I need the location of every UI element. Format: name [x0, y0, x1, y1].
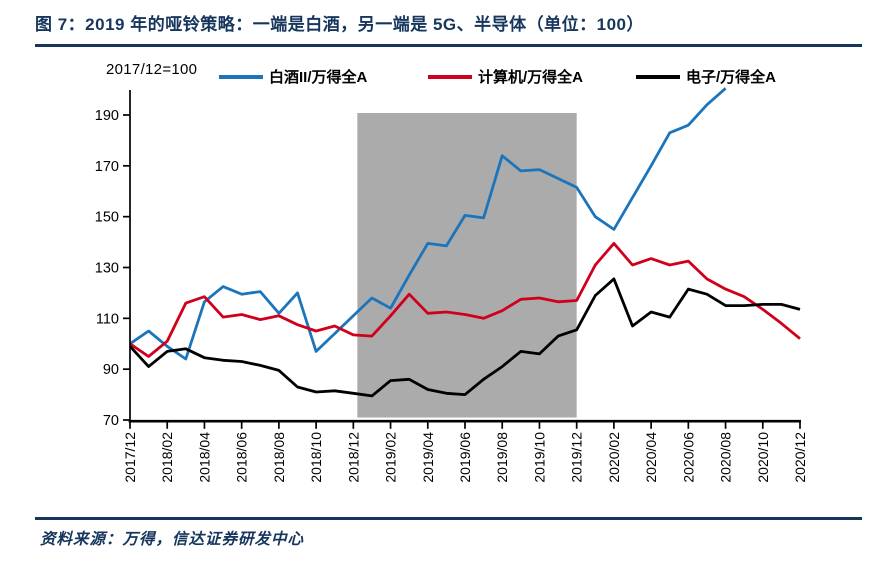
- source-note: 资料来源：万得，信达证券研发中心: [40, 531, 305, 548]
- legend-item-computer: 计算机/万得全A: [428, 66, 583, 87]
- x-tick-label: 2019/06: [457, 432, 473, 483]
- x-tick-label: 2018/06: [234, 432, 250, 483]
- base-index-note: 2017/12=100: [106, 61, 198, 78]
- legend-swatch-black-line: [636, 74, 680, 79]
- legend-label-computer: 计算机/万得全A: [478, 69, 584, 86]
- y-tick-label: 190: [95, 108, 119, 124]
- x-tick-label: 2020/12: [792, 432, 808, 483]
- legend-swatch-blue-line: [219, 74, 263, 79]
- legend-item-baijiu: 白酒II/万得全A: [219, 66, 367, 87]
- x-tick-label: 2020/02: [606, 432, 622, 483]
- x-tick-label: 2020/10: [755, 432, 771, 483]
- legend-label-electronics: 电子/万得全A: [686, 69, 777, 86]
- source-divider-rule: [35, 517, 862, 520]
- legend-label-baijiu: 白酒II/万得全A: [269, 69, 368, 86]
- series-line-1: [129, 241, 801, 358]
- x-tick-label: 2019/02: [383, 432, 399, 483]
- x-tick-label: 2019/12: [569, 432, 585, 483]
- x-tick-label: 2017/12: [122, 432, 138, 483]
- chart-title: 图 7：2019 年的哑铃策略：一端是白酒，另一端是 5G、半导体（单位：100…: [35, 15, 644, 34]
- x-tick-label: 2018/04: [196, 432, 212, 483]
- y-tick-label: 70: [103, 413, 119, 429]
- legend-swatch-red-line: [428, 74, 472, 79]
- x-tick-label: 2019/04: [420, 432, 436, 483]
- series-line-2: [128, 277, 801, 398]
- y-tick-label: 110: [96, 311, 119, 327]
- title-divider-rule: [35, 44, 862, 47]
- x-tick-label: 2018/12: [345, 432, 361, 483]
- y-tick-label: 170: [95, 159, 119, 175]
- x-tick-label: 2020/08: [718, 432, 734, 483]
- x-tick-label: 2018/02: [159, 432, 175, 483]
- x-tick-label: 2019/08: [494, 432, 510, 483]
- y-tick-label: 150: [95, 210, 119, 226]
- x-tick-label: 2019/10: [531, 432, 547, 483]
- y-tick-label: 90: [103, 362, 119, 378]
- x-tick-label: 2018/10: [308, 432, 324, 483]
- x-tick-label: 2018/08: [271, 432, 287, 483]
- x-tick-label: 2020/04: [643, 432, 659, 483]
- line-chart-plot: 70 90 110 130 150 170 190 2017/12 2018/02 2018/04…: [95, 87, 808, 483]
- legend-item-electronics: 电子/万得全A: [636, 66, 776, 87]
- x-tick-label: 2020/06: [680, 432, 696, 483]
- y-tick-label: 130: [95, 261, 119, 277]
- series-line-0: [129, 87, 727, 361]
- highlight-region-2019: [357, 113, 577, 418]
